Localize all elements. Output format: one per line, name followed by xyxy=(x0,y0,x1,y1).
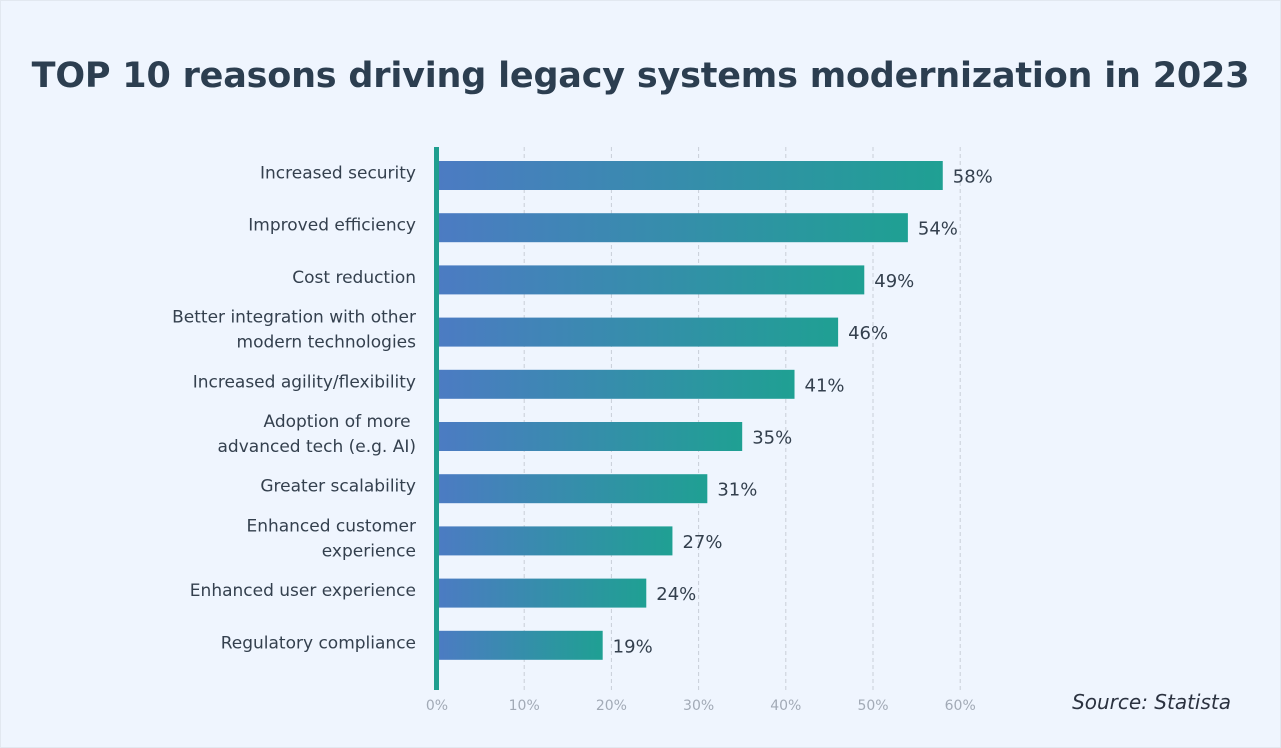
x-axis-ticks: 0% 10% 20% 30% 40% 50% 60% xyxy=(426,698,976,714)
bar xyxy=(437,630,603,660)
value-label: 49% xyxy=(874,271,914,292)
chart-title: TOP 10 reasons driving legacy systems mo… xyxy=(31,56,1250,96)
bar xyxy=(437,213,908,243)
bar xyxy=(437,369,795,399)
bar xyxy=(437,317,839,347)
value-label: 54% xyxy=(918,219,958,240)
category-label: Cost reduction xyxy=(292,268,416,288)
x-tick-label: 30% xyxy=(683,698,714,714)
value-label: 35% xyxy=(752,428,792,449)
bar xyxy=(437,161,943,190)
category-label: Better integration with other modern tech… xyxy=(172,308,416,353)
y-axis-line xyxy=(434,147,439,690)
bar xyxy=(437,474,708,504)
bar xyxy=(437,578,647,608)
x-tick-label: 20% xyxy=(596,698,627,714)
category-label: Increased security xyxy=(260,164,416,184)
category-label: Adoption of more advanced tech (e.g. AI) xyxy=(218,412,416,457)
bar xyxy=(437,265,865,295)
category-label: Enhanced user experience xyxy=(190,581,416,601)
category-labels: Increased security Improved efficiency Cos… xyxy=(172,164,416,654)
category-label: Enhanced customer experience xyxy=(246,516,416,561)
value-labels: 58% 54% 49% 46% 41% 35% 31% 27% 24% 19% xyxy=(613,167,993,658)
value-label: 46% xyxy=(848,323,888,344)
value-label: 19% xyxy=(613,636,653,657)
value-label: 58% xyxy=(953,167,993,188)
bars xyxy=(437,161,943,660)
bar xyxy=(437,526,673,556)
x-tick-label: 10% xyxy=(509,698,540,714)
value-label: 41% xyxy=(805,375,845,396)
value-label: 31% xyxy=(717,480,757,501)
x-tick-label: 60% xyxy=(945,698,976,714)
x-tick-label: 50% xyxy=(857,698,888,714)
category-label: Regulatory compliance xyxy=(221,633,416,653)
value-label: 27% xyxy=(682,532,722,553)
bar xyxy=(437,422,743,451)
x-tick-label: 40% xyxy=(770,698,801,714)
category-label: Improved efficiency xyxy=(248,216,416,236)
category-label: Increased agility/flexibility xyxy=(193,372,416,392)
source-note: Source: Statista xyxy=(1072,690,1231,714)
value-label: 24% xyxy=(656,584,696,605)
category-label: Greater scalability xyxy=(260,477,416,497)
x-tick-label: 0% xyxy=(426,698,448,714)
